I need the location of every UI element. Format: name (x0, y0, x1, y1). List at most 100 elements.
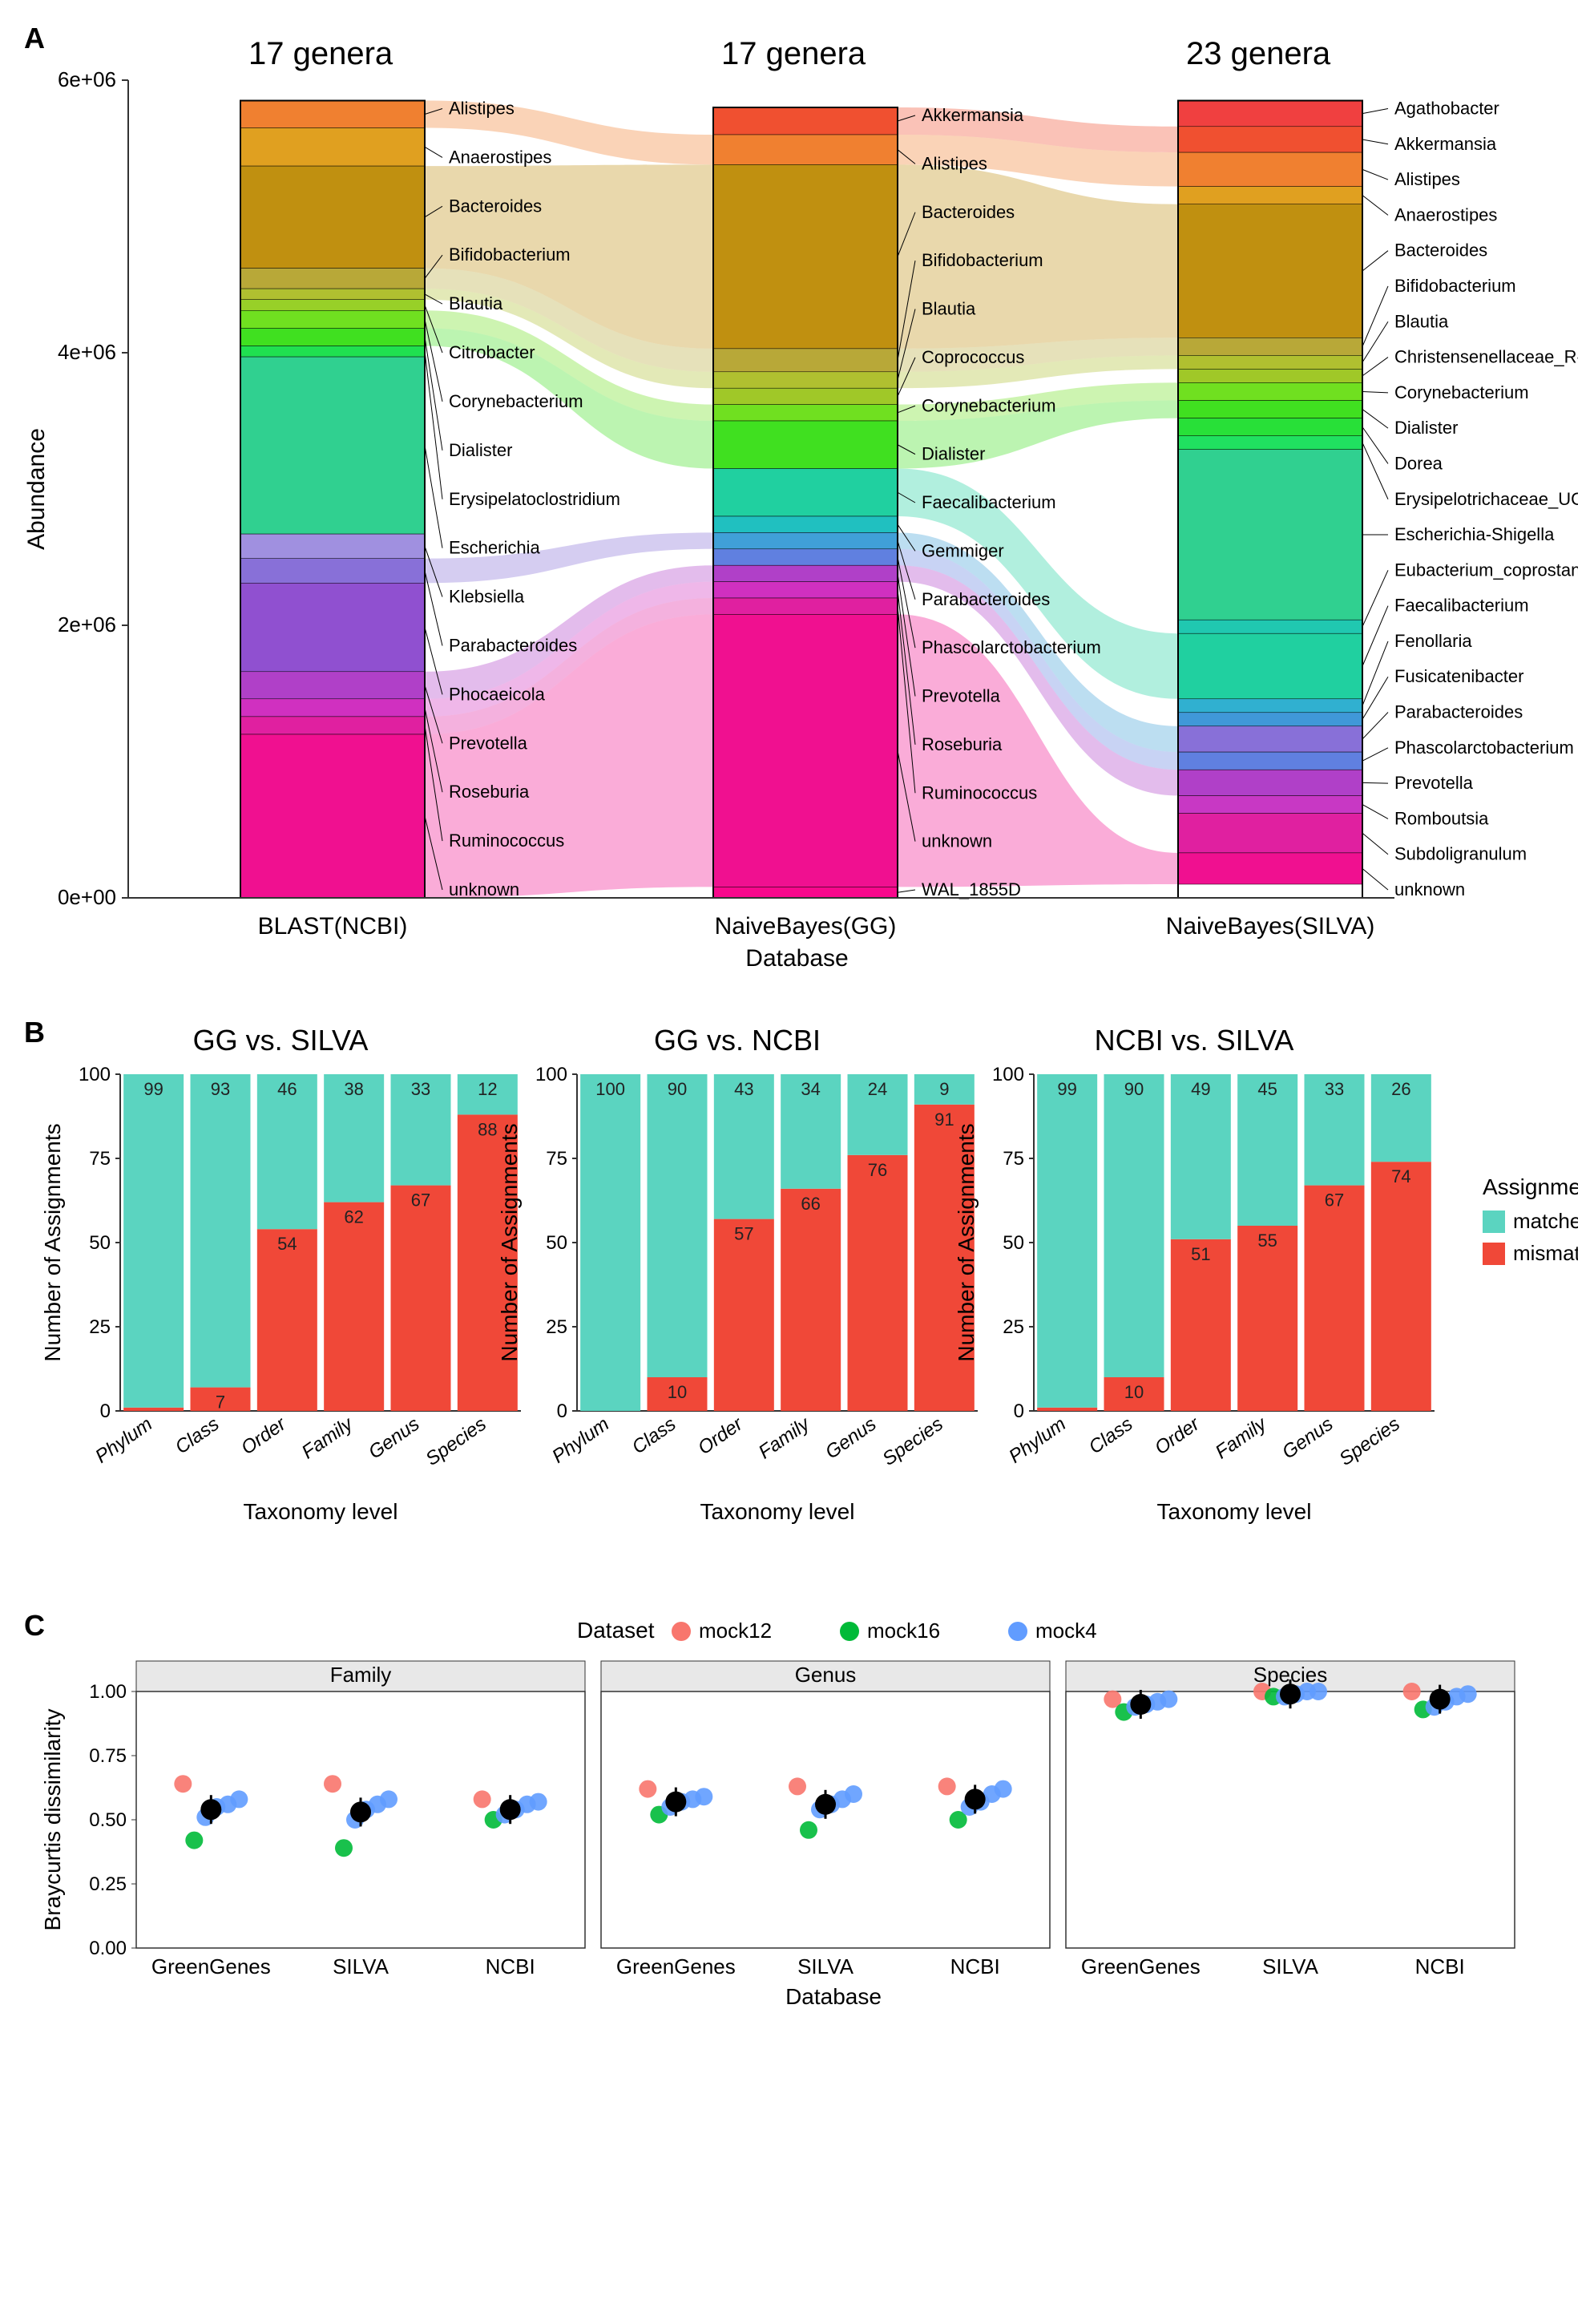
sankey-chart: A0e+002e+064e+066e+06Abundance17 generaB… (16, 16, 1578, 978)
svg-text:50: 50 (546, 1232, 567, 1254)
svg-text:Genus: Genus (365, 1413, 423, 1464)
svg-text:23 genera: 23 genera (1186, 36, 1331, 71)
svg-text:57: 57 (734, 1224, 753, 1244)
svg-text:GreenGenes: GreenGenes (616, 1954, 736, 1978)
svg-text:Corynebacterium: Corynebacterium (922, 395, 1056, 415)
svg-text:25: 25 (546, 1316, 567, 1338)
figure-container: A0e+002e+064e+066e+06Abundance17 generaB… (16, 16, 1578, 2084)
svg-text:Faecalibacterium: Faecalibacterium (922, 492, 1056, 512)
panel-a: A0e+002e+064e+066e+06Abundance17 generaB… (16, 16, 1578, 978)
svg-text:38: 38 (344, 1079, 363, 1099)
svg-text:55: 55 (1257, 1231, 1277, 1251)
svg-text:51: 51 (1191, 1244, 1210, 1264)
svg-text:Prevotella: Prevotella (1394, 773, 1474, 793)
svg-text:Corynebacterium: Corynebacterium (449, 391, 583, 411)
svg-text:Akkermansia: Akkermansia (1394, 134, 1497, 154)
svg-text:Corynebacterium: Corynebacterium (1394, 382, 1529, 402)
svg-text:mock4: mock4 (1035, 1619, 1097, 1643)
svg-text:Faecalibacterium: Faecalibacterium (1394, 596, 1529, 616)
svg-text:Dataset: Dataset (577, 1618, 655, 1643)
svg-text:unknown: unknown (1394, 879, 1465, 899)
svg-text:50: 50 (1003, 1232, 1024, 1254)
svg-text:NCBI: NCBI (1415, 1954, 1465, 1978)
svg-text:Taxonomy level: Taxonomy level (244, 1499, 398, 1524)
svg-text:Parabacteroides: Parabacteroides (1394, 702, 1523, 722)
svg-text:Number of Assignments: Number of Assignments (40, 1123, 65, 1361)
svg-text:Ruminococcus: Ruminococcus (922, 782, 1037, 802)
svg-text:Klebsiella: Klebsiella (449, 587, 525, 607)
svg-text:54: 54 (277, 1234, 297, 1254)
svg-text:9: 9 (939, 1079, 949, 1099)
svg-text:Escherichia-Shigella: Escherichia-Shigella (1394, 524, 1555, 544)
svg-text:Erysipelotrichaceae_UCG-003: Erysipelotrichaceae_UCG-003 (1394, 489, 1578, 509)
svg-text:Dialister: Dialister (449, 440, 512, 460)
svg-text:0.75: 0.75 (89, 1745, 127, 1767)
svg-text:100: 100 (595, 1079, 625, 1099)
svg-text:33: 33 (411, 1079, 430, 1099)
svg-text:1.00: 1.00 (89, 1681, 127, 1703)
svg-text:BLAST(NCBI): BLAST(NCBI) (258, 913, 408, 940)
svg-text:50: 50 (89, 1232, 111, 1254)
svg-text:Akkermansia: Akkermansia (922, 105, 1024, 125)
svg-text:NCBI: NCBI (486, 1954, 535, 1978)
svg-text:Phascolarctobacterium: Phascolarctobacterium (922, 637, 1101, 657)
svg-text:Blautia: Blautia (922, 299, 976, 319)
svg-text:matches: matches (1513, 1209, 1578, 1233)
svg-text:Blautia: Blautia (449, 293, 503, 313)
svg-text:0: 0 (557, 1400, 567, 1422)
svg-text:75: 75 (546, 1148, 567, 1170)
svg-text:33: 33 (1325, 1079, 1344, 1099)
svg-text:Citrobacter: Citrobacter (449, 342, 535, 362)
svg-text:WAL_1855D: WAL_1855D (922, 879, 1021, 899)
svg-text:Genus: Genus (795, 1663, 857, 1687)
svg-text:Fusicatenibacter: Fusicatenibacter (1394, 666, 1523, 686)
dot-plot-chart: CDatasetmock12mock16mock4Family0.000.250… (16, 1603, 1578, 2084)
svg-text:Fenollaria: Fenollaria (1394, 631, 1472, 651)
svg-text:Species: Species (878, 1413, 946, 1470)
svg-text:24: 24 (868, 1079, 887, 1099)
svg-text:26: 26 (1391, 1079, 1410, 1099)
svg-text:Parabacteroides: Parabacteroides (922, 589, 1050, 609)
svg-text:45: 45 (1257, 1079, 1277, 1099)
svg-text:Roseburia: Roseburia (922, 734, 1003, 754)
svg-text:Braycurtis dissimilarity: Braycurtis dissimilarity (40, 1709, 65, 1931)
svg-text:Bacteroides: Bacteroides (1394, 240, 1487, 261)
svg-text:unknown: unknown (449, 879, 519, 899)
svg-text:7: 7 (216, 1392, 225, 1413)
svg-text:Blautia: Blautia (1394, 311, 1449, 331)
svg-text:Class: Class (172, 1413, 224, 1459)
svg-text:100: 100 (535, 1064, 567, 1085)
svg-text:90: 90 (668, 1079, 687, 1099)
svg-text:88: 88 (478, 1119, 497, 1139)
svg-text:10: 10 (1124, 1382, 1144, 1402)
stacked-bar-charts: BGG vs. SILVA025507510099Phylum937Class4… (16, 1010, 1578, 1571)
svg-text:76: 76 (868, 1160, 887, 1180)
svg-text:100: 100 (79, 1064, 111, 1085)
svg-text:Number of Assignments: Number of Assignments (497, 1123, 522, 1361)
svg-text:0.25: 0.25 (89, 1873, 127, 1895)
svg-text:GreenGenes: GreenGenes (151, 1954, 271, 1978)
svg-text:99: 99 (143, 1079, 163, 1099)
svg-text:SILVA: SILVA (1262, 1954, 1319, 1978)
svg-text:Dialister: Dialister (1394, 418, 1458, 438)
svg-text:NaiveBayes(SILVA): NaiveBayes(SILVA) (1166, 913, 1375, 940)
svg-text:SILVA: SILVA (797, 1954, 854, 1978)
svg-text:Agathobacter: Agathobacter (1394, 99, 1499, 119)
svg-text:NaiveBayes(GG): NaiveBayes(GG) (715, 913, 897, 940)
svg-text:90: 90 (1124, 1079, 1144, 1099)
svg-text:75: 75 (89, 1148, 111, 1170)
svg-text:Gemmiger: Gemmiger (922, 540, 1004, 560)
svg-text:4e+06: 4e+06 (58, 340, 116, 364)
svg-text:66: 66 (801, 1194, 820, 1214)
svg-text:Alistipes: Alistipes (922, 153, 987, 173)
svg-text:Ruminococcus: Ruminococcus (449, 831, 564, 851)
svg-text:Phascolarctobacterium: Phascolarctobacterium (1394, 738, 1574, 758)
svg-text:34: 34 (801, 1079, 820, 1099)
svg-text:Alistipes: Alistipes (1394, 169, 1460, 189)
svg-text:NCBI vs. SILVA: NCBI vs. SILVA (1095, 1024, 1294, 1057)
svg-text:Family: Family (755, 1413, 815, 1464)
svg-text:Alistipes: Alistipes (449, 99, 515, 119)
svg-text:Species: Species (422, 1413, 490, 1470)
svg-text:6e+06: 6e+06 (58, 67, 116, 91)
svg-text:Phocaeicola: Phocaeicola (449, 684, 546, 704)
